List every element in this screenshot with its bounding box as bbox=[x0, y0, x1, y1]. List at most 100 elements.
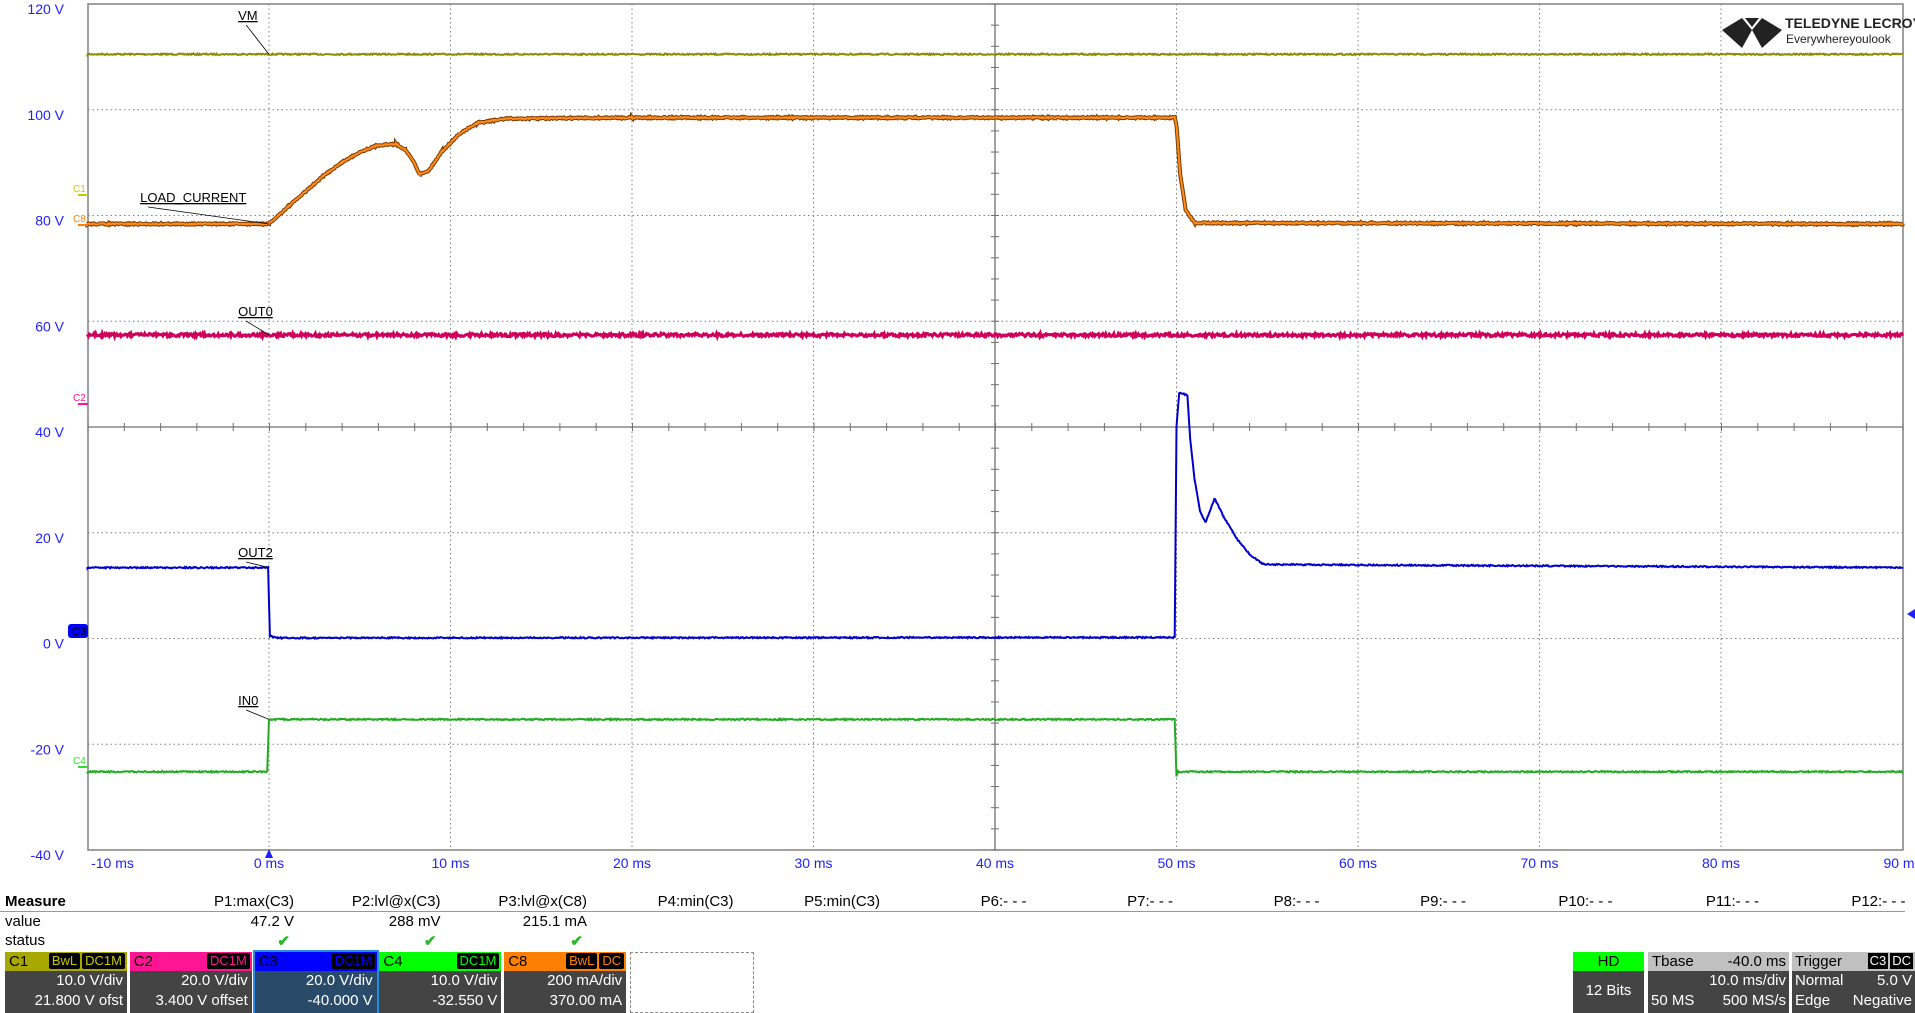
measure-param-p4[interactable]: P4:min(C3) bbox=[657, 893, 734, 910]
trace-label-load_current[interactable]: LOAD_CURRENT bbox=[140, 190, 246, 205]
measure-param-p7[interactable]: P7:- - - bbox=[1127, 893, 1173, 910]
channel-name: C3 bbox=[258, 953, 278, 970]
timebase-label: Tbase bbox=[1652, 953, 1694, 970]
trace-label-in0[interactable]: IN0 bbox=[238, 693, 258, 708]
trace-C8 bbox=[86, 114, 1904, 227]
measure-param-p6[interactable]: P6:- - - bbox=[980, 893, 1027, 910]
channel-tag: DC1M bbox=[206, 953, 250, 969]
x-tick-label: 60 ms bbox=[1339, 855, 1377, 871]
channel-scale: 20.0 V/div bbox=[181, 972, 248, 989]
trigger-slope: Negative bbox=[1852, 992, 1912, 1009]
trace-C2 bbox=[86, 328, 1904, 342]
measure-param-p3[interactable]: P3:lvl@x(C8) bbox=[498, 893, 587, 910]
trigger-label: Trigger bbox=[1795, 953, 1842, 970]
sample-rate: 500 MS/s bbox=[1722, 992, 1786, 1009]
measure-param-p8[interactable]: P8:- - - bbox=[1273, 893, 1320, 910]
channel-tag: BwL bbox=[566, 953, 598, 969]
acquisition-box[interactable]: HD 12 Bits bbox=[1573, 952, 1644, 1013]
x-tick-label: 90 ms bbox=[1883, 855, 1915, 871]
channel-offset: 370.00 mA bbox=[549, 992, 623, 1009]
label-leader bbox=[245, 24, 270, 55]
trigger-source: C3 bbox=[1867, 953, 1889, 969]
channel-marker-C1[interactable]: C1 bbox=[73, 184, 86, 195]
channel-marker-C3[interactable] bbox=[68, 624, 88, 638]
measure-status-p3: ✔ bbox=[570, 933, 583, 950]
channel-marker-C8[interactable]: C8 bbox=[73, 214, 86, 225]
channel-tag: BwL bbox=[48, 953, 81, 969]
measure-title: Measure bbox=[5, 893, 66, 910]
channel-box-C1[interactable]: C1 BwL DC1M 10.0 V/div 21.800 V ofst bbox=[5, 952, 127, 1013]
grid bbox=[87, 3, 1904, 851]
trigger-level: 5.0 V bbox=[1876, 972, 1912, 989]
measure-param-p10[interactable]: P10:- - - bbox=[1558, 893, 1613, 910]
x-tick-label: 50 ms bbox=[1157, 855, 1195, 871]
y-tick-label: 20 V bbox=[35, 530, 64, 546]
channel-offset: -40.000 V bbox=[307, 992, 373, 1009]
channel-name: C8 bbox=[508, 953, 528, 970]
channel-marker-C2[interactable]: C2 bbox=[73, 393, 86, 404]
x-tick-label: -10 ms bbox=[91, 855, 134, 871]
label-leader bbox=[148, 206, 270, 225]
channel-offset: -32.550 V bbox=[432, 992, 498, 1009]
channel-box-C3[interactable]: C3 DC1M 20.0 V/div -40.000 V bbox=[252, 950, 379, 1013]
measure-param-p9[interactable]: P9:- - - bbox=[1420, 893, 1466, 910]
channel-name: C1 bbox=[9, 953, 29, 970]
bit-depth: 12 Bits bbox=[1585, 982, 1632, 999]
timebase-box[interactable]: Tbase -40.0 ms 10.0 ms/div 50 MS 500 MS/s bbox=[1648, 952, 1789, 1013]
channel-scale: 10.0 V/div bbox=[56, 972, 123, 989]
measure-value-p1: 47.2 V bbox=[250, 913, 294, 930]
measure-param-p2[interactable]: P2:lvl@x(C3) bbox=[351, 893, 441, 910]
trace-label-out2[interactable]: OUT2 bbox=[238, 545, 273, 560]
measure-param-p5[interactable]: P5:min(C3) bbox=[804, 893, 880, 910]
measure-param-p11[interactable]: P11:- - - bbox=[1705, 893, 1759, 910]
label-leader bbox=[245, 320, 270, 336]
measure-value-row: value bbox=[5, 913, 1905, 931]
y-tick-label: -40 V bbox=[31, 847, 65, 863]
measure-status-p2: ✔ bbox=[423, 933, 437, 950]
channel-scale: 200 mA/div bbox=[547, 972, 623, 989]
x-tick-label: 40 ms bbox=[976, 855, 1014, 871]
trigger-coupling: DC bbox=[1890, 953, 1913, 969]
channel-tag: DC1M bbox=[82, 953, 125, 969]
channel-name: C4 bbox=[383, 953, 403, 970]
channel-box-C8[interactable]: C8 BwL DC 200 mA/div 370.00 mA bbox=[504, 952, 627, 1013]
x-tick-label: 80 ms bbox=[1702, 855, 1740, 871]
x-tick-label: 70 ms bbox=[1520, 855, 1558, 871]
channel-tag: DC1M bbox=[331, 953, 375, 969]
waveform-display[interactable]: 120 V 100 V 80 V 60 V 40 V 20 V 0 V -20 V -40 V -… bbox=[0, 0, 1915, 880]
measure-status-p1: ✔ bbox=[277, 933, 290, 950]
channel-marker-text: C3 bbox=[72, 626, 86, 638]
y-tick-label: 100 V bbox=[27, 107, 64, 123]
logo-brand: TELEDYNE LECROY bbox=[1785, 15, 1915, 31]
empty-channel-slot[interactable] bbox=[630, 952, 754, 1013]
hd-badge: HD bbox=[1573, 952, 1644, 971]
x-tick-label: 0 ms bbox=[254, 855, 284, 871]
trace-label-vm[interactable]: VM bbox=[238, 8, 258, 23]
channel-marker-C4[interactable]: C4 bbox=[73, 756, 86, 767]
channel-scale: 20.0 V/div bbox=[305, 972, 373, 989]
trigger-mode: Normal bbox=[1795, 972, 1844, 989]
sample-count: 50 MS bbox=[1651, 992, 1695, 1009]
channel-box-C4[interactable]: C4 DC1M 10.0 V/div -32.550 V bbox=[379, 952, 502, 1013]
channel-tag: DC1M bbox=[456, 953, 500, 969]
trigger-box[interactable]: Trigger C3 DC Normal 5.0 V Edge Negative bbox=[1792, 952, 1915, 1013]
trigger-position-marker bbox=[265, 849, 273, 858]
measure-divider bbox=[0, 911, 1905, 912]
y-tick-label: 80 V bbox=[35, 213, 64, 229]
measure-param-p12[interactable]: P12:- - - bbox=[1851, 893, 1906, 910]
trace-C1 bbox=[86, 51, 1904, 58]
y-tick-label: -20 V bbox=[31, 741, 65, 757]
x-tick-label: 20 ms bbox=[613, 855, 651, 871]
trigger-type: Edge bbox=[1795, 992, 1831, 1009]
channel-box-C2[interactable]: C2 DC1M 20.0 V/div 3.400 V offset bbox=[129, 952, 252, 1013]
channel-scale: 10.0 V/div bbox=[430, 972, 498, 989]
measure-param-p1[interactable]: P1:max(C3) bbox=[213, 893, 294, 910]
x-tick-label: 10 ms bbox=[431, 855, 469, 871]
channel-tag: DC bbox=[599, 953, 625, 969]
x-tick-label: 30 ms bbox=[794, 855, 832, 871]
axis-labels: 120 V 100 V 80 V 60 V 40 V 20 V 0 V -20 V -40 V -… bbox=[27, 1, 1915, 871]
timebase-delay: -40.0 ms bbox=[1727, 953, 1786, 970]
value-row-label: value bbox=[5, 913, 41, 930]
channel-offset: 3.400 V offset bbox=[155, 992, 248, 1009]
trace-label-out0[interactable]: OUT0 bbox=[238, 304, 273, 319]
